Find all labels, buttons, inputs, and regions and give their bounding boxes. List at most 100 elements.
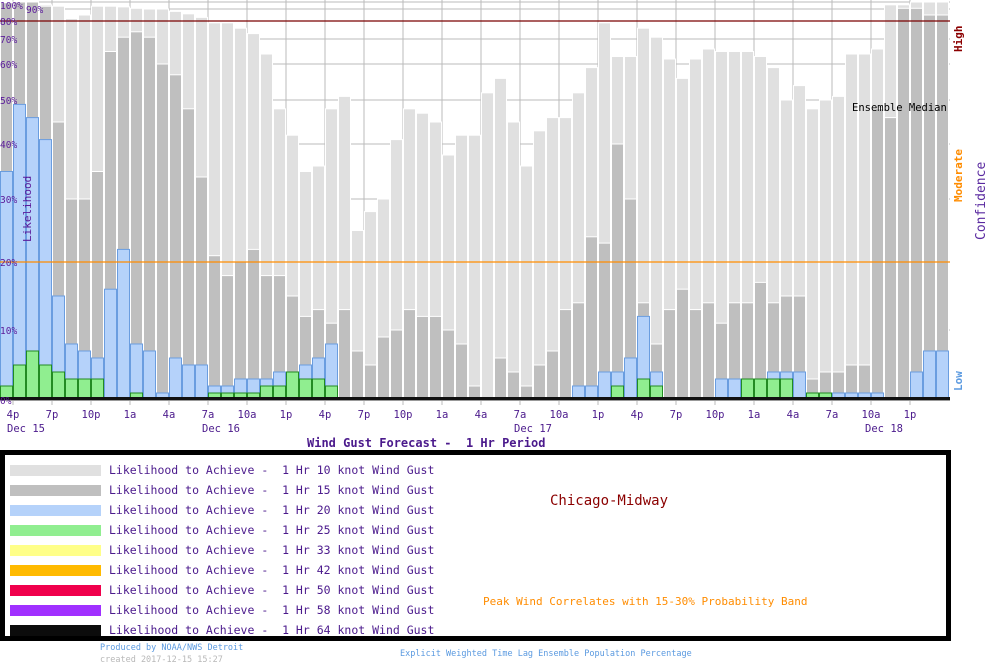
bar-15-knot (702, 302, 715, 399)
bar-10-knot (481, 92, 494, 399)
bar-25-knot (650, 385, 663, 399)
legend-item: Likelihood to Achieve - 1 Hr 15 knot Win… (10, 480, 434, 500)
bar-25-knot (780, 378, 793, 399)
bar-25-knot (767, 378, 780, 399)
confidence-moderate-label: Moderate (952, 149, 965, 202)
legend-swatch (10, 484, 101, 496)
bar-15-knot (169, 74, 182, 399)
bar-15-knot (182, 108, 195, 399)
bar-15-knot (156, 63, 169, 399)
y-axis-label: Likelihood (21, 176, 34, 242)
bar-20-knot (104, 288, 117, 399)
bar-20-knot (624, 357, 637, 399)
station-name: Chicago-Midway (550, 493, 669, 509)
bar-15-knot (572, 302, 585, 399)
bar-25-knot (286, 371, 299, 399)
bar-25-knot (273, 385, 286, 399)
legend-item: Likelihood to Achieve - 1 Hr 20 knot Win… (10, 500, 434, 520)
bar-15-knot (663, 309, 676, 399)
legend-swatch (10, 624, 101, 636)
bar-10-knot (533, 130, 546, 399)
x-tick-label: 4a (787, 409, 800, 421)
x-tick-label: 1a (436, 409, 449, 421)
bar-20-knot (195, 364, 208, 399)
bar-20-knot (572, 385, 585, 399)
legend-item: Likelihood to Achieve - 1 Hr 64 knot Win… (10, 620, 434, 640)
x-tick-label: 7a (826, 409, 839, 421)
bar-15-knot (494, 357, 507, 399)
bar-20-knot (598, 371, 611, 399)
bar-10-knot (832, 95, 845, 399)
ensemble-median-label: Ensemble Median (852, 102, 947, 114)
bar-15-knot (507, 371, 520, 399)
bar-15-knot (585, 236, 598, 399)
bar-25-knot (65, 378, 78, 399)
y-tick-label: 70% (0, 35, 17, 46)
legend-item: Likelihood to Achieve - 1 Hr 10 knot Win… (10, 460, 434, 480)
x-tick-label: 7p (670, 409, 683, 421)
legend-item: Likelihood to Achieve - 1 Hr 50 knot Win… (10, 580, 434, 600)
bar-25-knot (78, 378, 91, 399)
y-tick-label: 60% (0, 60, 17, 71)
bar-25-knot (39, 364, 52, 399)
x-tick-label: 4p (319, 409, 332, 421)
bar-15-knot (351, 350, 364, 399)
confidence-low-label: Low (952, 371, 965, 391)
x-tick-label: 7p (46, 409, 59, 421)
baseline-64kt (0, 397, 950, 400)
x-tick-label: 1p (280, 409, 293, 421)
bar-15-knot (390, 329, 403, 399)
threshold-lines (0, 20, 950, 263)
legend-label: Likelihood to Achieve - 1 Hr 25 knot Win… (109, 523, 435, 537)
bar-15-knot (468, 385, 481, 399)
x-tick-label: 7a (202, 409, 215, 421)
x-tick-label: 1a (748, 409, 761, 421)
date-label: Dec 15 (7, 423, 45, 435)
x-tick-label: 10p (394, 409, 413, 421)
x-tick-label: 1p (592, 409, 605, 421)
bar-25-knot (13, 364, 26, 399)
bar-15-knot (546, 350, 559, 399)
legend-item: Likelihood to Achieve - 1 Hr 25 knot Win… (10, 520, 434, 540)
bar-20-knot (182, 364, 195, 399)
bar-10-knot (520, 165, 533, 399)
bar-15-knot (416, 315, 429, 399)
y-tick-label: 0% (0, 396, 12, 407)
legend-swatch (10, 564, 101, 576)
produced-by: Produced by NOAA/NWS Detroit (100, 643, 244, 653)
bar-15-knot (442, 329, 455, 399)
bar-10-knot (494, 77, 507, 399)
bar-15-knot (429, 315, 442, 399)
bar-15-knot (936, 14, 949, 399)
y-tick-label: 20% (0, 258, 17, 269)
bar-20-knot (39, 139, 52, 399)
bar-15-knot (533, 364, 546, 399)
x-tick-label: 10a (550, 409, 569, 421)
bar-15-knot (403, 309, 416, 399)
legend-label: Likelihood to Achieve - 1 Hr 20 knot Win… (109, 503, 435, 517)
bar-15-knot (884, 117, 897, 399)
x-tick-label: 10a (238, 409, 257, 421)
bar-25-knot (741, 378, 754, 399)
bar-15-knot (247, 248, 260, 399)
x-tick-label: 4p (631, 409, 644, 421)
y-tick-label: 90% (26, 5, 43, 16)
y-tick-label: 100% (0, 1, 23, 12)
bar-25-knot (637, 378, 650, 399)
y-tick-label: 40% (0, 140, 17, 151)
legend-label: Likelihood to Achieve - 1 Hr 10 knot Win… (109, 463, 435, 477)
y-tick-label: 80% (0, 17, 17, 28)
x-tick-label: 10p (706, 409, 725, 421)
bar-15-knot (923, 14, 936, 399)
date-label: Dec 18 (865, 423, 903, 435)
legend-label: Likelihood to Achieve - 1 Hr 64 knot Win… (109, 623, 435, 637)
x-tick-label: 7a (514, 409, 527, 421)
bar-20-knot (936, 350, 949, 399)
bar-15-knot (520, 385, 533, 399)
legend-swatch (10, 464, 101, 476)
bar-25-knot (91, 378, 104, 399)
confidence-high-label: High (952, 26, 965, 53)
bar-25-knot (611, 385, 624, 399)
bar-20-knot (923, 350, 936, 399)
bar-25-knot (312, 378, 325, 399)
